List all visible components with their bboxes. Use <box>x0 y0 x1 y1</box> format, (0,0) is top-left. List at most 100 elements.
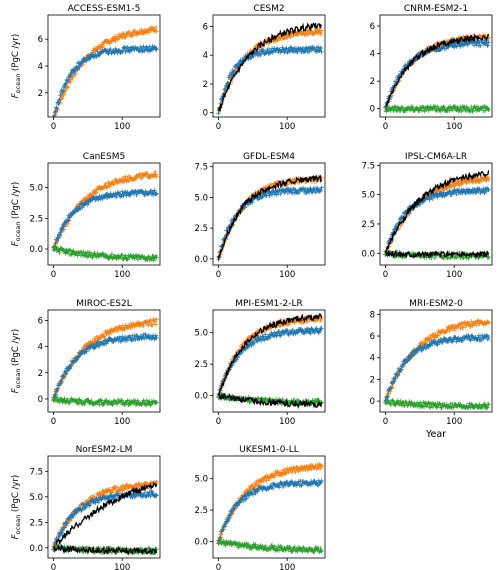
x-tick-label: 0 <box>51 563 56 570</box>
axes-frame <box>47 455 161 559</box>
series-line-black <box>217 391 323 410</box>
series-line-black <box>217 22 323 112</box>
subplot-cesm2: CESM2 0 100 0 2 4 6 <box>203 4 326 132</box>
subplot-noresm2-lm: NorESM2-LM 0 100 0.0 2.5 5.0 7.5 Focean (PgC /y… <box>11 445 161 570</box>
y-axis-label: Focean (PgC /yr) <box>11 475 22 539</box>
series-markers-blue <box>51 188 159 252</box>
y-tick-label: 6 <box>370 22 375 32</box>
series-markers-orange <box>216 462 324 546</box>
series-markers-orange <box>51 169 159 251</box>
y-tick-label: 4 <box>203 51 208 61</box>
y-tick-label: 5.0 <box>361 191 375 201</box>
series-markers-green <box>51 245 159 263</box>
axes-frame <box>212 162 326 266</box>
y-tick-label: 0 <box>38 395 43 405</box>
x-tick-label: 0 <box>383 122 388 132</box>
axes-frame <box>379 14 493 118</box>
y-tick-label: 2 <box>370 77 375 87</box>
y-tick-label: 4 <box>38 62 43 72</box>
series-markers-blue <box>51 332 159 401</box>
x-tick-label: 100 <box>279 417 295 427</box>
axes-frame <box>47 162 161 266</box>
subplot-title: CESM2 <box>253 4 284 14</box>
series-line-black <box>52 482 158 550</box>
y-tick-label: 5.0 <box>194 193 208 203</box>
y-tick-label: 5.0 <box>29 493 43 503</box>
subplot-title: CNRM-ESM2-1 <box>404 4 468 14</box>
x-tick-label: 100 <box>279 270 295 280</box>
y-tick-label: 0.0 <box>194 538 208 548</box>
series-markers-green <box>383 104 491 114</box>
y-tick-label: 0.0 <box>194 392 208 402</box>
subplot-title: GFDL-ESM4 <box>243 152 295 162</box>
y-tick-label: 5.0 <box>194 329 208 339</box>
x-tick-label: 0 <box>383 417 388 427</box>
x-axis-label: Year <box>425 429 446 440</box>
series-markers-blue <box>383 333 491 403</box>
subplot-title: MIROC-ES2L <box>76 299 131 309</box>
series-group <box>51 169 159 263</box>
series-group <box>216 22 324 116</box>
axes-frame <box>47 309 161 413</box>
axes-frame <box>212 309 326 413</box>
y-tick-label: 2.5 <box>361 220 375 230</box>
series-line-black <box>217 174 323 261</box>
subplot-miroc-es2l: MIROC-ES2L 0 100 0 2 4 6 Focean (PgC /yr) <box>11 299 161 427</box>
y-axis-label: Focean (PgC /yr) <box>11 182 22 246</box>
series-group <box>383 318 491 411</box>
y-tick-label: 2 <box>203 80 208 90</box>
subplot-mri-esm2-0: MRI-ESM2-0 0 100 0 2 4 6 8 Year <box>370 299 493 440</box>
x-tick-label: 0 <box>51 122 56 132</box>
subplot-gfdl-esm4: GFDL-ESM4 0 100 0.0 2.5 5.0 7.5 <box>194 152 326 280</box>
y-tick-label: 0.0 <box>361 249 375 259</box>
x-tick-label: 100 <box>114 270 130 280</box>
x-tick-label: 100 <box>279 563 295 570</box>
y-tick-label: 0.0 <box>194 255 208 265</box>
series-markers-orange <box>51 317 159 402</box>
series-line-black <box>218 313 323 395</box>
y-tick-label: 6 <box>38 35 43 45</box>
y-tick-label: 2.5 <box>194 224 208 234</box>
x-tick-label: 100 <box>114 417 130 427</box>
y-tick-label: 5.0 <box>29 184 43 194</box>
x-tick-label: 0 <box>383 270 388 280</box>
axes-frame <box>212 14 326 118</box>
series-group <box>52 25 159 117</box>
series-markers-orange <box>383 318 491 405</box>
x-tick-label: 100 <box>446 270 462 280</box>
axes-frame <box>379 309 493 413</box>
subplot-ipsl-cm6a-lr: IPSL-CM6A-LR 0 100 0.0 2.5 5.0 7.5 <box>361 152 493 280</box>
series-line-black <box>384 249 490 259</box>
subplot-canesm5: CanESM5 0 100 0.0 2.5 5.0 Focean (PgC /yr) <box>11 152 161 280</box>
y-tick-label: 7.5 <box>29 467 43 477</box>
series-markers-green <box>51 394 159 408</box>
x-tick-label: 0 <box>216 417 221 427</box>
x-tick-label: 100 <box>114 122 130 132</box>
x-tick-label: 0 <box>216 563 221 570</box>
subplot-title: UKESM1-0-LL <box>239 445 299 455</box>
subplot-title: CanESM5 <box>83 152 125 162</box>
y-tick-label: 0.0 <box>29 544 43 554</box>
subplot-title: MPI-ESM1-2-LR <box>235 299 302 309</box>
x-tick-label: 100 <box>446 417 462 427</box>
x-tick-label: 0 <box>216 122 221 132</box>
subplot-title: MRI-ESM2-0 <box>409 299 463 309</box>
y-tick-label: 0 <box>370 105 375 115</box>
series-markers-blue <box>216 478 324 545</box>
series-group <box>216 313 324 410</box>
y-tick-label: 2.5 <box>194 506 208 516</box>
axes-frame <box>212 455 326 559</box>
subplot-title: ACCESS-ESM1-5 <box>68 4 141 14</box>
x-tick-label: 100 <box>279 122 295 132</box>
y-tick-label: 0 <box>203 109 208 119</box>
y-tick-label: 4 <box>370 50 375 60</box>
y-tick-label: 6 <box>38 316 43 326</box>
subplot-title: IPSL-CM6A-LR <box>405 152 467 162</box>
series-group <box>216 174 324 262</box>
series-group <box>216 462 324 555</box>
y-tick-label: 6 <box>370 332 375 342</box>
y-tick-label: 0 <box>370 397 375 407</box>
series-line-black <box>52 543 158 556</box>
y-tick-label: 6 <box>203 22 208 32</box>
